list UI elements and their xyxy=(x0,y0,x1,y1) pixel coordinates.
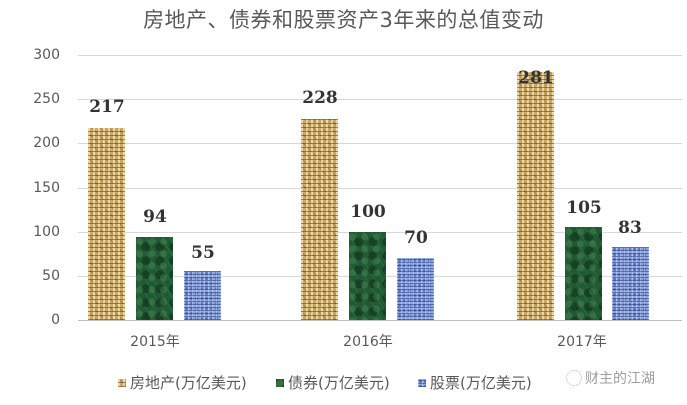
legend-swatch-real-estate xyxy=(118,378,126,387)
bar-stocks-2015 xyxy=(184,271,221,320)
bar-real-estate-2015 xyxy=(88,128,125,320)
bar-bonds-2017 xyxy=(565,227,602,320)
bar-stocks-2017 xyxy=(612,247,649,320)
gridline xyxy=(78,55,682,56)
watermark: 财主的江湖 xyxy=(566,368,655,388)
gridline xyxy=(78,99,682,100)
legend-swatch-stocks xyxy=(418,378,426,387)
data-label: 83 xyxy=(618,218,642,238)
legend-label: 股票(万亿美元) xyxy=(430,374,532,392)
bar-real-estate-2017 xyxy=(517,72,554,320)
y-tick-250: 250 xyxy=(33,91,60,107)
x-tick-2017: 2017年 xyxy=(557,334,607,350)
y-tick-50: 50 xyxy=(42,268,60,284)
y-tick-100: 100 xyxy=(33,224,60,240)
data-label: 228 xyxy=(302,88,338,108)
data-label: 94 xyxy=(143,207,167,227)
data-label: 100 xyxy=(350,202,386,222)
data-label: 217 xyxy=(89,97,125,117)
chart-title: 房地产、债券和股票资产3年来的总值变动 xyxy=(143,8,544,32)
plot-area xyxy=(78,55,682,321)
wechat-logo-icon xyxy=(566,370,582,386)
legend-item-real-estate[interactable]: 房地产(万亿美元) xyxy=(118,372,247,393)
bar-bonds-2016 xyxy=(349,232,386,320)
bar-real-estate-2016 xyxy=(301,119,338,320)
data-label: 281 xyxy=(518,68,554,88)
y-tick-200: 200 xyxy=(33,135,60,151)
legend-swatch-bonds xyxy=(276,378,284,387)
data-label: 70 xyxy=(404,228,428,248)
y-tick-150: 150 xyxy=(33,180,60,196)
x-axis-line xyxy=(78,320,682,321)
x-tick-2015: 2015年 xyxy=(130,334,180,350)
legend: 房地产(万亿美元) 债券(万亿美元) 股票(万亿美元) xyxy=(0,372,687,396)
legend-item-bonds[interactable]: 债券(万亿美元) xyxy=(276,372,390,393)
data-label: 105 xyxy=(566,198,602,218)
legend-label: 债券(万亿美元) xyxy=(288,374,390,392)
bar-bonds-2015 xyxy=(136,237,173,320)
data-label: 55 xyxy=(191,243,215,263)
legend-label: 房地产(万亿美元) xyxy=(130,374,247,392)
watermark-text: 财主的江湖 xyxy=(585,371,655,387)
x-tick-2016: 2016年 xyxy=(343,334,393,350)
gridline xyxy=(78,143,682,144)
y-tick-300: 300 xyxy=(33,47,60,63)
y-tick-0: 0 xyxy=(51,312,60,328)
gridline xyxy=(78,188,682,189)
bar-stocks-2016 xyxy=(397,258,434,320)
legend-item-stocks[interactable]: 股票(万亿美元) xyxy=(418,372,532,393)
